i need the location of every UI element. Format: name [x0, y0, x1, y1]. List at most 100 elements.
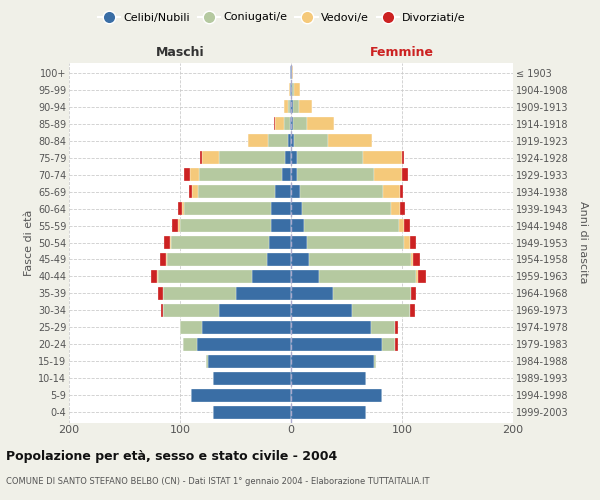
Bar: [411, 287, 416, 300]
Text: Maschi: Maschi: [155, 46, 205, 59]
Bar: [163, 287, 235, 300]
Bar: [291, 202, 302, 215]
Bar: [391, 202, 400, 215]
Bar: [157, 270, 158, 283]
Bar: [410, 304, 415, 317]
Bar: [291, 338, 382, 351]
Y-axis label: Anni di nascita: Anni di nascita: [578, 201, 588, 284]
Bar: [166, 253, 167, 266]
Bar: [363, 151, 402, 164]
Bar: [200, 151, 202, 164]
Bar: [395, 321, 398, 334]
Bar: [271, 202, 291, 215]
Bar: [197, 338, 291, 351]
Bar: [291, 372, 367, 385]
Bar: [307, 117, 334, 130]
Bar: [291, 388, 382, 402]
Bar: [402, 151, 404, 164]
Bar: [287, 100, 290, 114]
Bar: [291, 270, 319, 283]
Bar: [160, 253, 166, 266]
Bar: [319, 270, 416, 283]
Bar: [190, 168, 199, 181]
Bar: [295, 134, 328, 147]
Bar: [290, 100, 291, 114]
Bar: [252, 270, 291, 283]
Bar: [219, 151, 286, 164]
Bar: [206, 354, 208, 368]
Bar: [291, 168, 296, 181]
Bar: [172, 219, 178, 232]
Bar: [184, 202, 271, 215]
Bar: [291, 406, 367, 419]
Bar: [158, 287, 163, 300]
Bar: [182, 202, 184, 215]
Bar: [274, 117, 275, 130]
Bar: [208, 354, 291, 368]
Bar: [170, 236, 171, 249]
Bar: [416, 270, 418, 283]
Bar: [151, 270, 157, 283]
Text: COMUNE DI SANTO STEFANO BELBO (CN) - Dati ISTAT 1° gennaio 2004 - Elaborazione T: COMUNE DI SANTO STEFANO BELBO (CN) - Dat…: [6, 478, 430, 486]
Bar: [189, 185, 192, 198]
Bar: [307, 236, 404, 249]
Bar: [163, 304, 219, 317]
Bar: [404, 236, 410, 249]
Bar: [402, 168, 407, 181]
Bar: [296, 151, 363, 164]
Bar: [291, 304, 352, 317]
Bar: [268, 134, 287, 147]
Bar: [410, 236, 416, 249]
Bar: [282, 168, 291, 181]
Bar: [180, 219, 271, 232]
Bar: [383, 185, 400, 198]
Bar: [299, 100, 312, 114]
Bar: [382, 338, 395, 351]
Bar: [291, 253, 309, 266]
Bar: [184, 338, 197, 351]
Bar: [191, 388, 291, 402]
Legend: Celibi/Nubili, Coniugati/e, Vedovi/e, Divorziati/e: Celibi/Nubili, Coniugati/e, Vedovi/e, Di…: [94, 8, 470, 27]
Bar: [291, 354, 374, 368]
Bar: [290, 66, 291, 80]
Bar: [167, 253, 266, 266]
Bar: [290, 117, 291, 130]
Bar: [293, 100, 299, 114]
Bar: [290, 83, 291, 96]
Bar: [418, 270, 427, 283]
Bar: [404, 219, 410, 232]
Bar: [266, 253, 291, 266]
Bar: [291, 134, 295, 147]
Bar: [411, 253, 413, 266]
Bar: [291, 83, 292, 96]
Text: Popolazione per età, sesso e stato civile - 2004: Popolazione per età, sesso e stato civil…: [6, 450, 337, 463]
Bar: [295, 83, 300, 96]
Bar: [291, 185, 300, 198]
Bar: [275, 185, 291, 198]
Bar: [292, 83, 295, 96]
Bar: [374, 168, 402, 181]
Bar: [214, 372, 291, 385]
Bar: [291, 100, 293, 114]
Bar: [284, 117, 290, 130]
Bar: [178, 219, 180, 232]
Bar: [292, 66, 293, 80]
Bar: [400, 185, 403, 198]
Bar: [291, 151, 296, 164]
Bar: [161, 304, 163, 317]
Bar: [275, 117, 284, 130]
Text: Femmine: Femmine: [370, 46, 434, 59]
Bar: [248, 134, 268, 147]
Bar: [289, 83, 290, 96]
Bar: [178, 202, 182, 215]
Bar: [291, 66, 292, 80]
Bar: [158, 270, 252, 283]
Bar: [214, 406, 291, 419]
Bar: [300, 185, 383, 198]
Bar: [352, 304, 410, 317]
Bar: [180, 321, 202, 334]
Bar: [302, 202, 391, 215]
Bar: [333, 287, 411, 300]
Bar: [287, 134, 291, 147]
Bar: [291, 117, 293, 130]
